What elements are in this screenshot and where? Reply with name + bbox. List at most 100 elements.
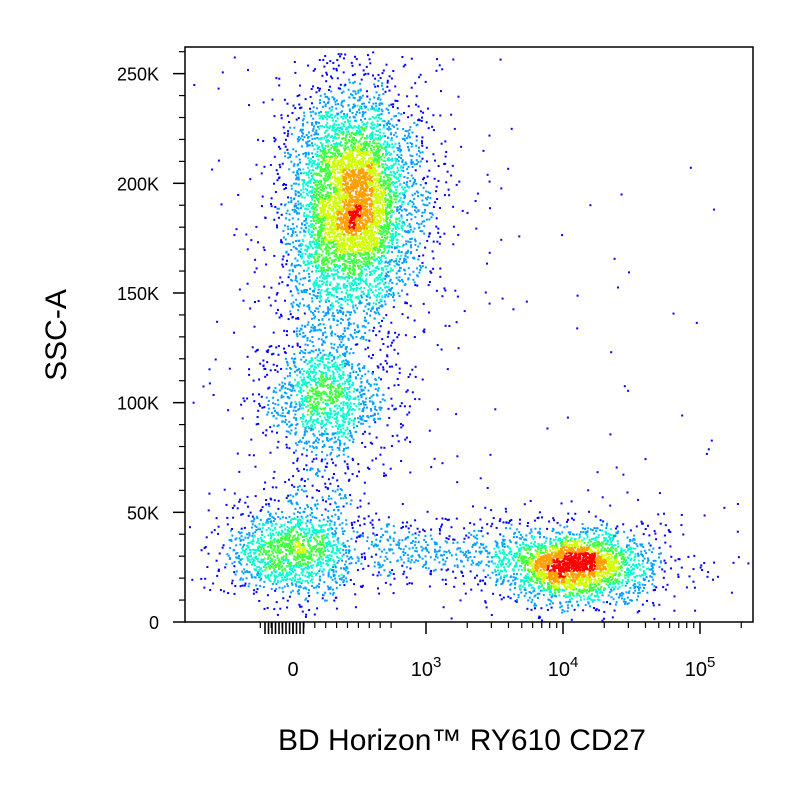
event-dot xyxy=(438,64,441,67)
event-dot xyxy=(688,575,691,578)
event-dot xyxy=(339,141,342,143)
event-dot xyxy=(375,436,378,439)
event-dot xyxy=(433,569,435,572)
event-dot xyxy=(681,414,684,417)
event-dot xyxy=(573,608,576,611)
event-dot xyxy=(443,287,446,290)
event-dot xyxy=(361,375,364,377)
event-dot xyxy=(397,352,400,355)
event-dot xyxy=(378,241,381,244)
event-dot xyxy=(298,94,301,97)
event-dot xyxy=(479,552,482,555)
event-dot xyxy=(333,473,335,475)
event-dot xyxy=(356,307,359,310)
event-dot xyxy=(646,591,649,594)
event-dot xyxy=(363,73,366,76)
event-dot xyxy=(251,515,254,518)
event-dot xyxy=(363,229,365,232)
event-dot xyxy=(330,446,333,449)
event-dot xyxy=(358,535,361,538)
event-dot xyxy=(342,117,345,120)
event-dot xyxy=(421,378,424,381)
event-dot xyxy=(353,97,356,100)
event-dot xyxy=(342,449,345,452)
event-dot xyxy=(307,144,310,147)
event-dot xyxy=(328,85,331,88)
event-dot xyxy=(375,307,378,310)
event-dot xyxy=(439,275,442,278)
event-dot xyxy=(371,523,374,526)
event-dot xyxy=(431,213,434,216)
event-dot xyxy=(445,569,448,572)
event-dot xyxy=(381,184,384,187)
event-dot xyxy=(336,335,339,337)
event-dot xyxy=(402,548,405,551)
event-dot xyxy=(533,519,536,522)
event-dot xyxy=(256,416,259,418)
event-dot xyxy=(370,183,373,186)
event-dot xyxy=(341,522,344,525)
event-dot xyxy=(418,76,421,79)
event-dot xyxy=(474,200,477,202)
event-dot xyxy=(357,331,360,333)
event-dot xyxy=(576,294,579,297)
event-dot xyxy=(318,575,321,578)
event-dot xyxy=(379,259,382,261)
event-dot xyxy=(348,562,351,565)
event-dot xyxy=(284,357,287,360)
event-dot xyxy=(369,521,372,524)
event-dot xyxy=(289,432,292,435)
event-dot xyxy=(363,164,366,167)
event-dot xyxy=(379,363,382,366)
event-dot xyxy=(470,588,473,591)
event-dot xyxy=(282,590,285,593)
event-dot xyxy=(321,450,324,453)
event-dot xyxy=(407,134,410,137)
event-dot xyxy=(713,208,716,211)
event-dot xyxy=(376,173,379,176)
event-dot xyxy=(319,579,322,582)
event-dot xyxy=(609,504,612,507)
event-dot xyxy=(399,556,402,559)
event-dot xyxy=(379,76,382,79)
event-dot xyxy=(372,139,375,142)
event-dot xyxy=(342,137,345,139)
event-dot xyxy=(457,347,460,350)
event-dot xyxy=(404,552,407,554)
event-dot xyxy=(354,226,357,229)
event-dot xyxy=(316,295,319,298)
event-dot xyxy=(417,559,420,562)
event-dot xyxy=(300,349,303,352)
event-dot xyxy=(350,61,353,64)
event-dot xyxy=(386,245,389,248)
event-dot xyxy=(294,231,297,234)
event-dot xyxy=(354,233,357,236)
event-dot xyxy=(356,154,359,157)
event-dot xyxy=(306,208,309,211)
event-dot xyxy=(417,150,420,152)
event-dot xyxy=(347,221,350,224)
event-dot xyxy=(317,258,320,261)
event-dot xyxy=(355,335,358,338)
event-dot xyxy=(341,338,344,341)
event-dot xyxy=(391,124,394,127)
event-dot xyxy=(283,351,286,354)
event-dot xyxy=(384,275,387,278)
event-dot xyxy=(444,560,447,563)
event-dot xyxy=(288,269,291,272)
event-dot xyxy=(286,375,289,378)
event-dot xyxy=(352,438,355,441)
event-dot xyxy=(334,159,337,162)
event-dot xyxy=(450,617,453,620)
event-dot xyxy=(266,361,269,364)
event-dot xyxy=(347,571,350,573)
event-dot xyxy=(388,200,391,203)
event-dot xyxy=(315,167,317,170)
event-dot xyxy=(238,470,241,473)
event-dot xyxy=(255,225,258,228)
event-dot xyxy=(276,399,279,402)
event-dot xyxy=(302,180,305,183)
event-dot xyxy=(281,258,284,261)
event-dot xyxy=(373,383,376,386)
event-dot xyxy=(386,223,389,226)
